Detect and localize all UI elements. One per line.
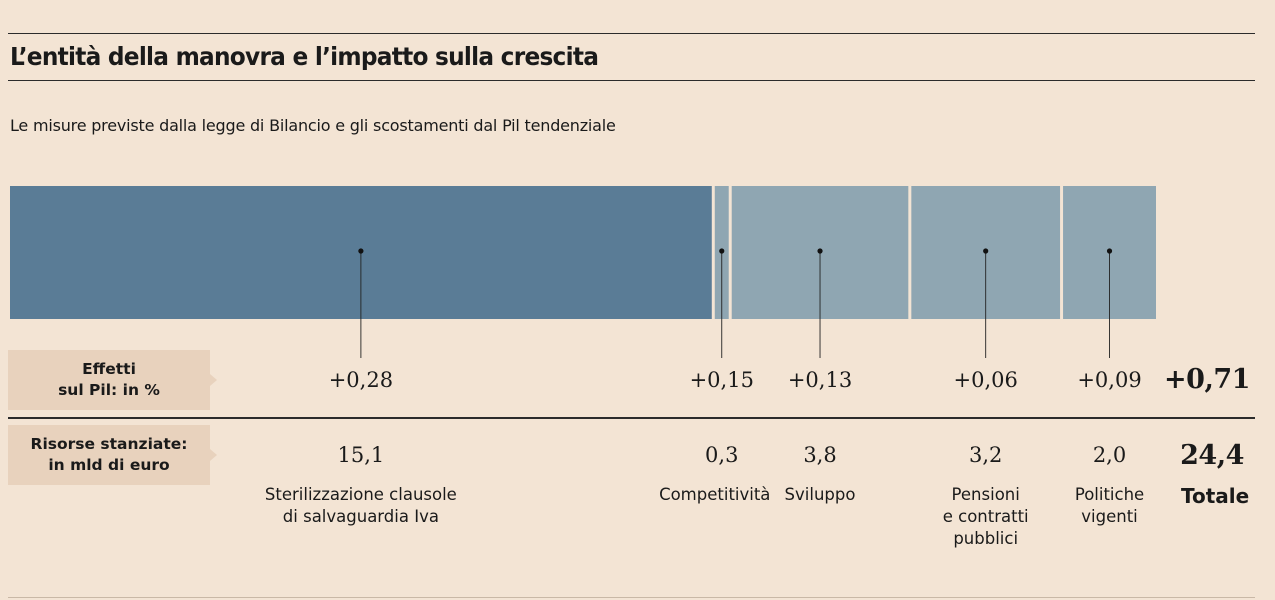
total-label: Totale <box>1181 484 1250 508</box>
effect-label-4: +0,09 <box>1077 368 1142 392</box>
category-label-0: Sterilizzazione clausole di salvaguardia … <box>265 484 457 528</box>
resources-row-label-line-1: Risorse stanziate: <box>30 435 188 453</box>
resource-label-3: 3,2 <box>968 443 1003 467</box>
category-label-3-line-1: e contratti <box>942 507 1029 526</box>
effect-label-2: +0,13 <box>787 368 853 392</box>
leader-dot-4 <box>1106 248 1113 254</box>
total-effects-label: +0,71 <box>1164 364 1250 395</box>
category-label-3-line-0: Pensioni <box>951 485 1020 504</box>
category-label-3: Pensioni e contratti pubblici <box>943 484 1029 550</box>
resource-label-0: 15,1 <box>337 443 385 467</box>
category-label-0-line-0: Sterilizzazione clausole <box>264 485 457 504</box>
resource-label-4: 2,0 <box>1092 443 1127 467</box>
effects-row-label-line-1: Effetti <box>82 360 136 378</box>
resource-label-2: 3,8 <box>803 443 837 467</box>
category-label-2-line-0: Sviluppo <box>784 485 856 504</box>
category-label-4-line-1: vigenti <box>1081 507 1138 526</box>
category-label-1: Competitività <box>659 484 770 506</box>
effects-row-label-line-2: sul Pil: in % <box>58 381 160 399</box>
chart-subtitle: Le misure previste dalla legge di Bilanc… <box>10 116 616 135</box>
bottom-rule <box>8 597 1255 598</box>
resources-row-label: Risorse stanziate: in mld di euro <box>8 425 217 485</box>
resources-row-label-line-2: in mld di euro <box>48 456 170 474</box>
chart-title: L’entità della manovra e l’impatto sulla… <box>10 42 599 71</box>
resource-label-1: 0,3 <box>705 443 739 467</box>
effect-label-1: +0,15 <box>689 368 754 392</box>
total-resources-label: 24,4 <box>1180 440 1244 471</box>
effect-label-3: +0,06 <box>953 368 1018 392</box>
top-rule <box>8 33 1255 34</box>
row-divider <box>8 417 1255 419</box>
leader-dot-3 <box>983 248 989 254</box>
category-label-4-line-0: Politiche <box>1074 485 1145 504</box>
effects-row-label: Effetti sul Pil: in % <box>8 350 217 410</box>
category-label-2: Sviluppo <box>785 484 856 506</box>
category-label-0-line-1: di salvaguardia Iva <box>282 507 439 526</box>
leader-dot-1 <box>719 248 725 254</box>
category-label-3-line-2: pubblici <box>953 529 1019 548</box>
title-rule <box>8 80 1255 81</box>
category-label-1-line-0: Competitività <box>659 485 771 504</box>
leader-dot-2 <box>817 248 823 254</box>
effect-label-0: +0,28 <box>328 368 394 392</box>
leader-dot-0 <box>358 248 364 254</box>
category-label-4: Politiche vigenti <box>1075 484 1144 528</box>
